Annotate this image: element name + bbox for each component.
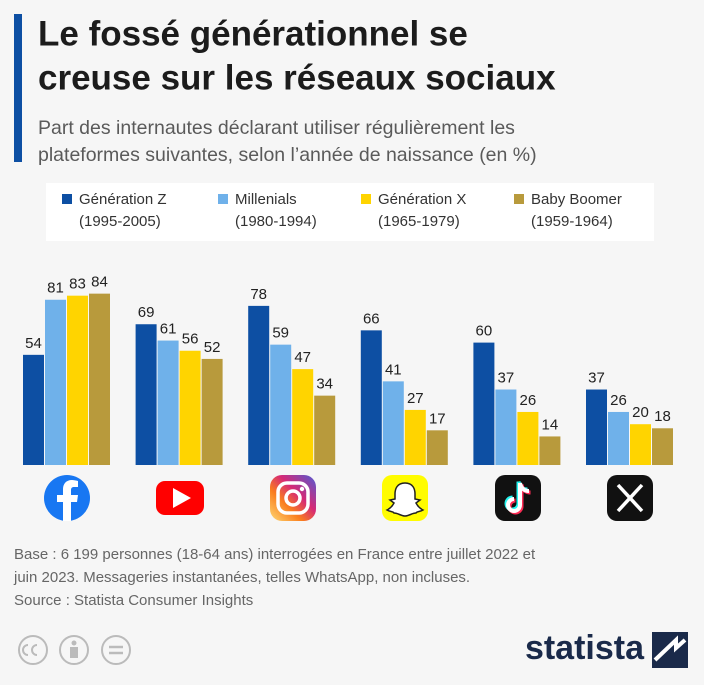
bar (495, 389, 517, 465)
brand-name: statista (525, 629, 645, 667)
value-label: 61 (160, 321, 177, 338)
bar (586, 389, 607, 465)
bar (135, 324, 157, 465)
value-label: 69 (138, 304, 155, 321)
chart-subtitle: Part des internautes déclarant utiliser … (38, 117, 515, 139)
value-label: 37 (498, 369, 515, 386)
chart-subtitle: plateformes suivantes, selon l’année de … (38, 144, 537, 166)
legend-swatch (218, 194, 228, 204)
bar (517, 411, 539, 465)
value-label: 17 (429, 410, 446, 427)
bar (382, 381, 404, 465)
bar (360, 330, 382, 465)
legend-period: (1980-1994) (235, 213, 317, 230)
snapchat-icon (382, 475, 428, 521)
value-label: 84 (91, 274, 108, 291)
chart-title: creuse sur les réseaux sociaux (38, 58, 556, 97)
value-label: 52 (204, 339, 221, 356)
legend-label: Génération Z (79, 191, 167, 208)
value-label: 54 (25, 335, 42, 352)
legend-swatch (62, 194, 72, 204)
value-label: 81 (47, 280, 64, 297)
bar (404, 409, 426, 465)
bar (67, 295, 88, 465)
bar (426, 430, 448, 465)
tiktok-icon (495, 475, 541, 521)
accent-bar (14, 14, 22, 162)
value-label: 27 (407, 390, 424, 407)
bar (539, 436, 561, 465)
value-label: 37 (588, 369, 605, 386)
bar (157, 340, 179, 465)
value-label: 56 (182, 331, 199, 348)
bar (270, 344, 292, 465)
bar (201, 358, 223, 465)
chart-title: Le fossé générationnel se (38, 14, 468, 53)
bar (292, 369, 314, 465)
value-label: 66 (363, 310, 380, 327)
bar (314, 395, 336, 465)
x-icon (607, 475, 653, 521)
value-label: 20 (632, 404, 649, 421)
source: Source : Statista Consumer Insights (14, 592, 253, 609)
bar (630, 424, 651, 465)
legend-label: Baby Boomer (531, 191, 622, 208)
bar (652, 428, 673, 465)
instagram-icon (270, 475, 316, 521)
legend-swatch (514, 194, 524, 204)
bar (179, 350, 201, 465)
value-label: 26 (520, 392, 537, 409)
legend-label: Millenials (235, 191, 297, 208)
bar (248, 305, 270, 465)
value-label: 14 (542, 416, 559, 433)
value-label: 34 (316, 376, 333, 393)
bar (23, 354, 44, 465)
legend-box (46, 183, 654, 241)
value-label: 60 (476, 323, 493, 340)
footnote: juin 2023. Messageries instantanées, tel… (13, 569, 470, 586)
legend-label: Génération X (378, 191, 466, 208)
footnote: Base : 6 199 personnes (18-64 ans) inter… (14, 546, 536, 563)
brand-mark (652, 632, 688, 668)
value-label: 83 (69, 276, 86, 293)
value-label: 18 (654, 408, 671, 425)
license-icons (18, 635, 131, 665)
bar (89, 293, 110, 465)
value-label: 59 (272, 325, 289, 342)
value-label: 47 (294, 349, 311, 366)
legend-period: (1959-1964) (531, 213, 613, 230)
bar (608, 411, 629, 465)
value-label: 41 (385, 361, 402, 378)
youtube-icon (156, 481, 204, 515)
bar (473, 342, 495, 465)
legend-period: (1995-2005) (79, 213, 161, 230)
legend-swatch (361, 194, 371, 204)
legend-period: (1965-1979) (378, 213, 460, 230)
value-label: 26 (610, 392, 627, 409)
bar (45, 299, 66, 465)
facebook-icon (44, 475, 90, 521)
value-label: 78 (250, 286, 267, 303)
platform-icons (44, 475, 653, 521)
